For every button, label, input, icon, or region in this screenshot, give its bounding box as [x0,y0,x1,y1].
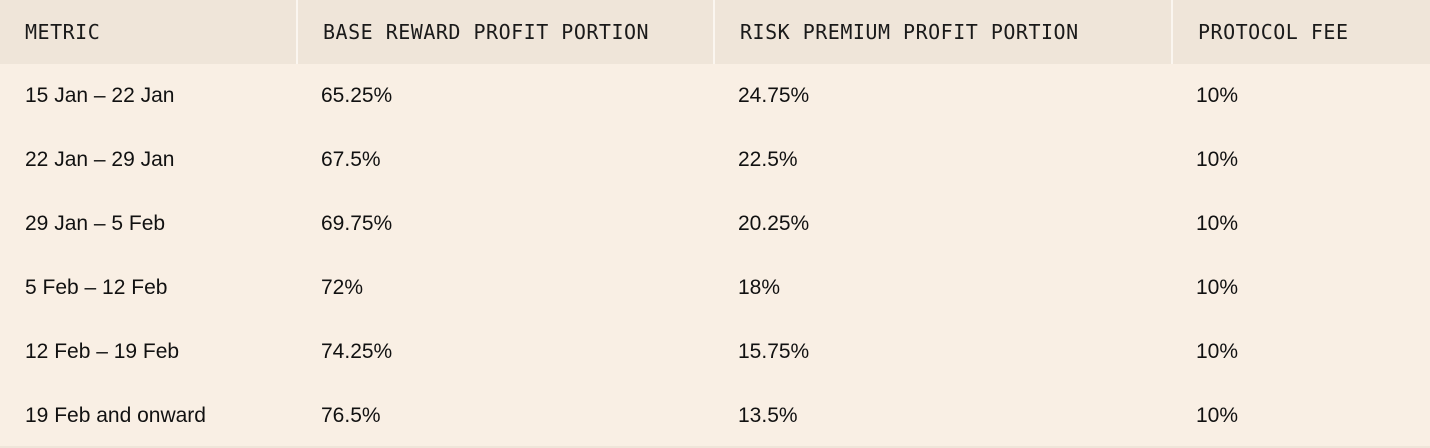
table-cell: 10% [1196,340,1239,363]
table-cell: 24.75% [738,84,810,107]
table-cell: 10% [1196,404,1239,427]
table-cell: 12 Feb – 19 Feb [25,340,180,363]
table-cell: 22.5% [738,148,798,171]
table-cell: 67.5% [321,148,381,171]
header-cell: PROTOCOL FEE [1171,0,1430,64]
table-cell: 5 Feb – 12 Feb [25,276,168,299]
table-cell: 19 Feb and onward [25,404,206,427]
table-cell: 10% [1196,212,1239,235]
table-cell: 10% [1196,276,1239,299]
table-cell: 10% [1196,148,1239,171]
header-cell: RISK PREMIUM PROFIT PORTION [713,0,1171,64]
table-cell: 72% [321,276,364,299]
table-cell: 15 Jan – 22 Jan [25,84,175,107]
table-cell: 22 Jan – 29 Jan [25,148,175,171]
table-cell: 10% [1196,84,1239,107]
table-cell: 69.75% [321,212,393,235]
table-cell: 13.5% [738,404,798,427]
table-cell: 29 Jan – 5 Feb [25,212,166,235]
header-cell: METRIC [0,0,296,64]
table-cell: 65.25% [321,84,393,107]
table-cell: 74.25% [321,340,393,363]
table-cell: 20.25% [738,212,810,235]
table-cell: 76.5% [321,404,381,427]
table-cell: 18% [738,276,781,299]
header-cell: BASE REWARD PROFIT PORTION [296,0,713,64]
table-cell: 15.75% [738,340,810,363]
